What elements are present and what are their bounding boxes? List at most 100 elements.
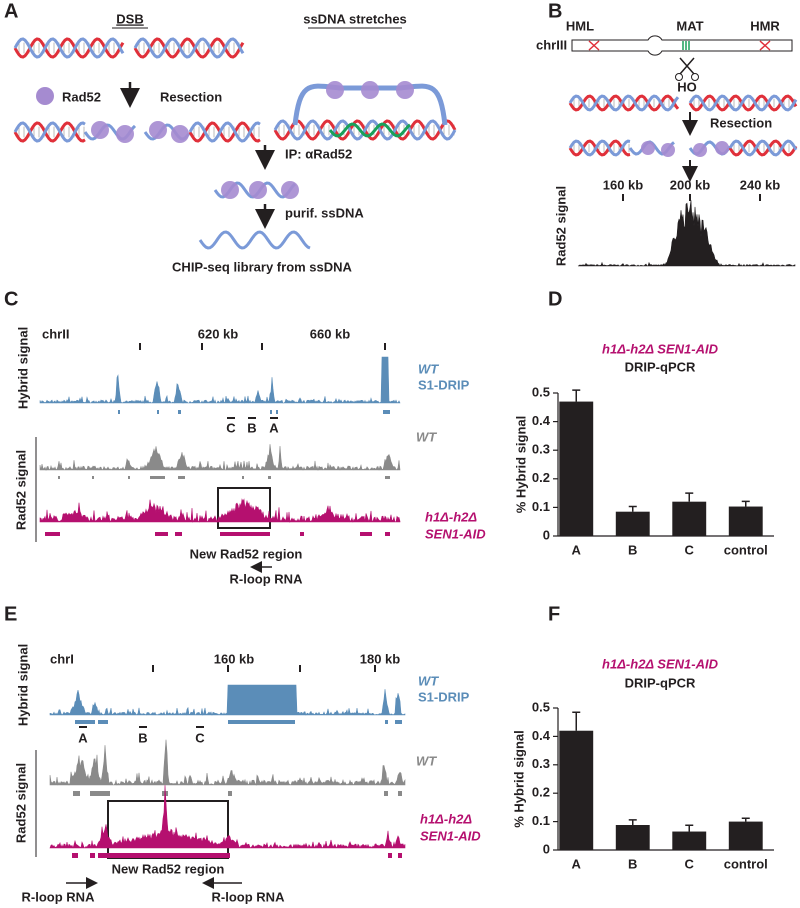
axis-label: Rad52 signal (13, 763, 28, 843)
rad52-protein (396, 81, 414, 99)
rad52-icon (36, 87, 54, 105)
deleted-locus (588, 40, 771, 51)
signal-track (577, 200, 796, 267)
coordinate-tick (622, 194, 761, 201)
track-label: WT (418, 361, 439, 376)
bar (728, 821, 763, 850)
x-tick-label: A (572, 856, 582, 871)
coordinate-label: 160 kb (214, 651, 255, 666)
peak-call (360, 532, 372, 536)
signal-track (39, 444, 401, 471)
chart-title: h1Δ-h2Δ SEN1-AID (602, 341, 719, 356)
dna-strand (728, 139, 798, 157)
error-bar (685, 492, 694, 502)
signal-track (39, 356, 401, 404)
dna-strand (188, 121, 261, 143)
y-tick-label: 0.5 (532, 699, 550, 714)
dna-strand (273, 119, 457, 141)
track-label: S1-DRIP (418, 377, 470, 392)
peak-call (118, 410, 120, 414)
chromosome-label: chrI (50, 651, 74, 666)
dna-strand (688, 94, 798, 112)
chart-subtitle: DRIP-qPCR (625, 359, 696, 374)
track-label: h1Δ-h2Δ (425, 509, 477, 524)
dna-strand (568, 139, 631, 157)
error-bar (628, 505, 637, 512)
peak-call (385, 532, 390, 536)
library-label: CHIP-seq library from ssDNA (172, 259, 352, 274)
signal-track (39, 498, 401, 523)
peak-call (175, 532, 182, 536)
bar (559, 401, 594, 536)
peak-call (90, 791, 110, 796)
ss-label: ssDNA stretches (303, 11, 407, 26)
coordinate-tick (152, 665, 376, 672)
purif-label: purif. ssDNA (285, 205, 364, 220)
rad52-protein (661, 143, 675, 157)
locus-label: HML (566, 18, 594, 33)
peak-call (128, 476, 130, 479)
x-tick-label: B (628, 856, 637, 871)
region-caption: New Rad52 region (112, 861, 225, 876)
track-label: S1-DRIP (418, 689, 470, 704)
dna-strand (568, 139, 631, 157)
y-tick-label: 0.5 (532, 384, 550, 399)
peak-call (228, 720, 295, 724)
peak-call (220, 532, 270, 536)
bar (615, 825, 650, 850)
y-tick-label: 0 (543, 527, 550, 542)
panel-label: C (4, 288, 18, 310)
chromosome-label: chrII (42, 326, 69, 341)
y-tick-label: 0.3 (532, 442, 550, 457)
chart-subtitle: DRIP-qPCR (625, 675, 696, 690)
coordinate-tick (139, 343, 386, 350)
coordinate-label: 620 kb (198, 326, 239, 341)
error-bar (741, 500, 750, 507)
signal-track (49, 739, 406, 786)
dna-strand (13, 121, 86, 143)
y-tick-label: 0.3 (532, 756, 550, 771)
dna-strand (568, 94, 680, 112)
peak-call (242, 476, 244, 479)
rad52-protein (326, 81, 344, 99)
peak-call (155, 532, 168, 536)
bar (672, 501, 707, 536)
region-label: B (138, 730, 147, 745)
locus-label: HMR (750, 18, 780, 33)
rad52-protein (116, 125, 134, 143)
rad52-protein (715, 141, 729, 155)
region-caption: New Rad52 region (190, 546, 303, 561)
peak-call (276, 410, 278, 414)
axis-label: Hybrid signal (15, 644, 30, 726)
dna-strand (328, 122, 411, 138)
peak-call (398, 791, 402, 796)
rad52-protein (149, 121, 167, 139)
error-bar (628, 819, 637, 826)
rad52-protein (91, 121, 109, 139)
peak-call (300, 532, 304, 536)
signal-track (49, 785, 406, 849)
x-tick-label: B (628, 542, 637, 557)
rloop-label: R-loop RNA (230, 571, 304, 586)
peak-call (75, 720, 95, 724)
bar (615, 511, 650, 536)
x-tick-label: C (685, 542, 695, 557)
peak-call (98, 720, 108, 724)
rad52-protein (693, 143, 707, 157)
peak-call (90, 853, 95, 858)
rad52-protein (641, 141, 655, 155)
ip-label: IP: αRad52 (285, 146, 352, 161)
resection-label: Resection (710, 115, 772, 130)
region-box (217, 487, 271, 529)
bar (728, 506, 763, 536)
resection-label: Resection (160, 89, 222, 104)
ho-label: HO (677, 79, 697, 94)
dna-strand (688, 94, 798, 112)
track-label: WT (416, 429, 437, 444)
panel-label: D (548, 288, 562, 310)
peak-call (72, 853, 78, 858)
scissors (679, 57, 695, 75)
error-bar (572, 389, 581, 402)
rad52-protein (221, 181, 239, 199)
